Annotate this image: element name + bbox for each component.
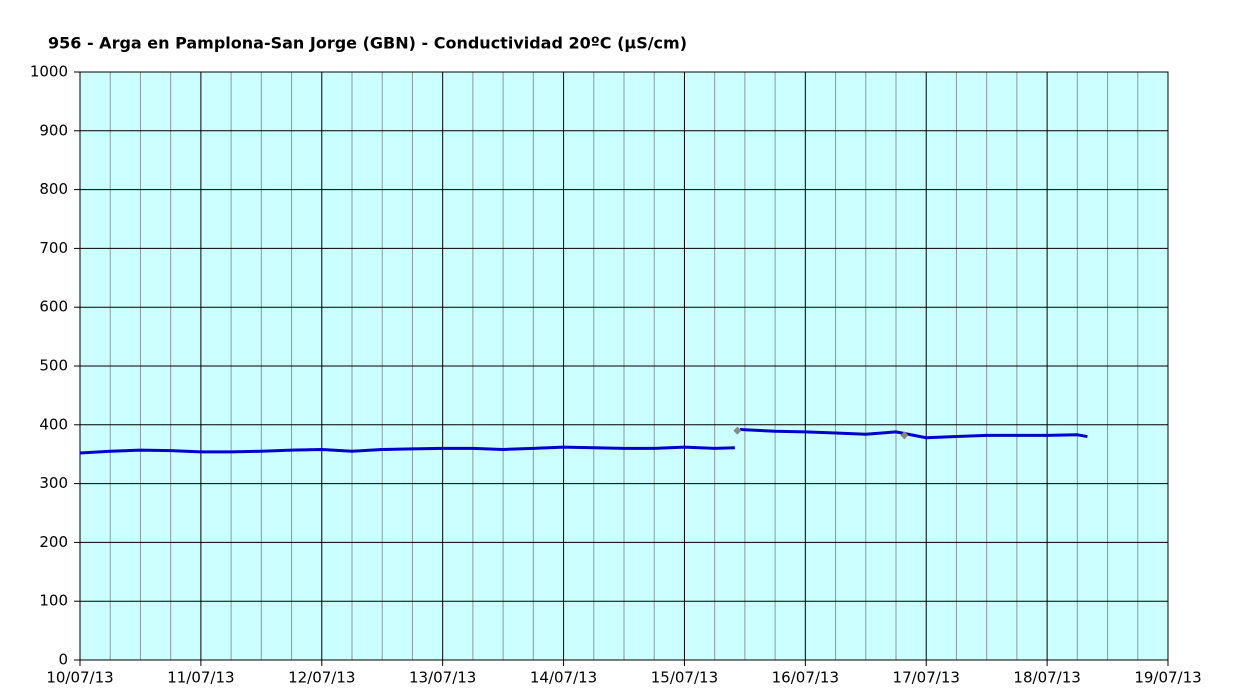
x-tick-label: 15/07/13 [651,669,718,687]
y-tick-label: 700 [39,239,68,257]
y-tick-label: 900 [39,121,68,139]
y-tick-label: 0 [58,651,68,669]
y-tick-label: 200 [39,533,68,551]
y-tick-label: 600 [39,298,68,316]
x-tick-label: 18/07/13 [1013,669,1080,687]
marker [733,426,742,435]
x-tick-label: 17/07/13 [893,669,960,687]
marker [900,431,909,440]
x-tick-label: 10/07/13 [46,669,113,687]
y-tick-label: 500 [39,357,68,375]
data-line [79,445,735,455]
x-tick-label: 19/07/13 [1134,669,1201,687]
plot-border [79,71,1169,661]
y-tick-label: 1000 [30,63,68,81]
x-tick-label: 12/07/13 [288,669,355,687]
x-tick-label: 14/07/13 [530,669,597,687]
x-tick-label: 11/07/13 [167,669,234,687]
y-tick-label: 100 [39,592,68,610]
data-line [739,428,1088,440]
x-tick-label: 13/07/13 [409,669,476,687]
y-tick-label: 400 [39,415,68,433]
chart-title: 956 - Arga en Pamplona-San Jorge (GBN) -… [48,34,687,53]
x-tick-label: 16/07/13 [772,669,839,687]
y-tick-label: 300 [39,474,68,492]
y-tick-label: 800 [39,180,68,198]
